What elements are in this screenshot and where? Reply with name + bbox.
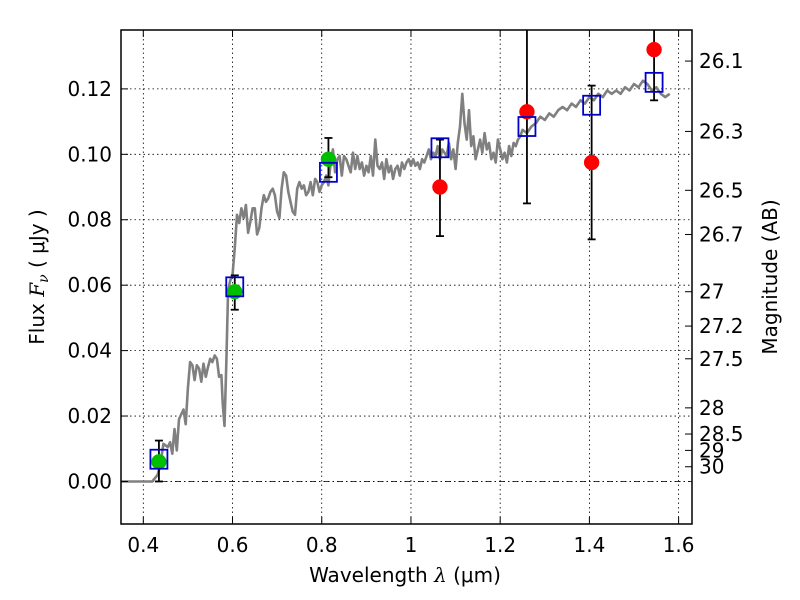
x-tick-label: 0.6 [217,533,249,557]
y-tick-label: 0.02 [67,404,112,428]
observed-point-green [151,454,167,470]
y-tick-label: 0.04 [67,339,112,363]
x-tick-label: 1.6 [663,533,695,557]
x-tick-label: 1.4 [573,533,605,557]
magnitude-tick-label: 26.3 [699,119,744,143]
grid [121,30,692,524]
model-sed-layer [121,79,671,483]
magnitude-axis-label: Magnitude (AB) [758,199,782,354]
model-flux-square [149,448,169,470]
x-tick-label: 1 [405,533,418,557]
y-tick-label: 0.10 [67,142,112,166]
magnitude-tick-label: 27 [699,280,724,304]
y-tick-label: 0.12 [67,77,112,101]
model-flux-square [319,161,338,183]
observed-point-red [519,104,535,120]
observed-point-red [646,41,662,58]
y-tick-label: 0.06 [67,273,112,297]
y-tick-label: 0.08 [67,208,112,232]
magnitude-tick-label: 26.1 [699,49,744,73]
magnitude-tick-label: 27.5 [699,347,744,371]
magnitude-tick-label: 26.5 [699,178,744,202]
magnitude-tick-label: 28 [699,396,724,420]
observed-point-green [320,151,337,167]
x-tick-label: 0.8 [306,533,338,557]
model-flux-square [225,276,245,298]
model-flux-square [517,116,537,137]
y-tick-label: 0.00 [67,469,112,493]
x-tick-label: 0.4 [127,533,159,557]
magnitude-tick-label: 28.5 [699,422,744,446]
y-ticks: 0.00 0.02 0.04 0.06 0.08 0.10 0.12 [67,77,128,493]
plot-frame [120,29,693,525]
x-tick-label: 1.2 [484,533,516,557]
magnitude-tick-label: 26.7 [699,222,744,246]
y-axis-label: Flux Fν ( μJy ) [25,209,52,344]
x-ticks: 0.4 0.6 0.8 1 1.2 1.4 1.6 [127,30,695,557]
model-flux-square [582,94,602,116]
observed-point-red [432,179,448,195]
magnitude-tick-label: 30 [699,455,724,479]
data-points [149,41,664,470]
x-axis-label: Wavelength λ (μm) [309,563,501,587]
model-sed-line [121,79,671,483]
observed-point-red [583,154,600,171]
magnitude-tick-label: 27.2 [699,314,744,338]
magnitude-tick-label: 29 [699,438,724,462]
model-flux-square [644,71,664,93]
model-flux-square [430,137,450,159]
